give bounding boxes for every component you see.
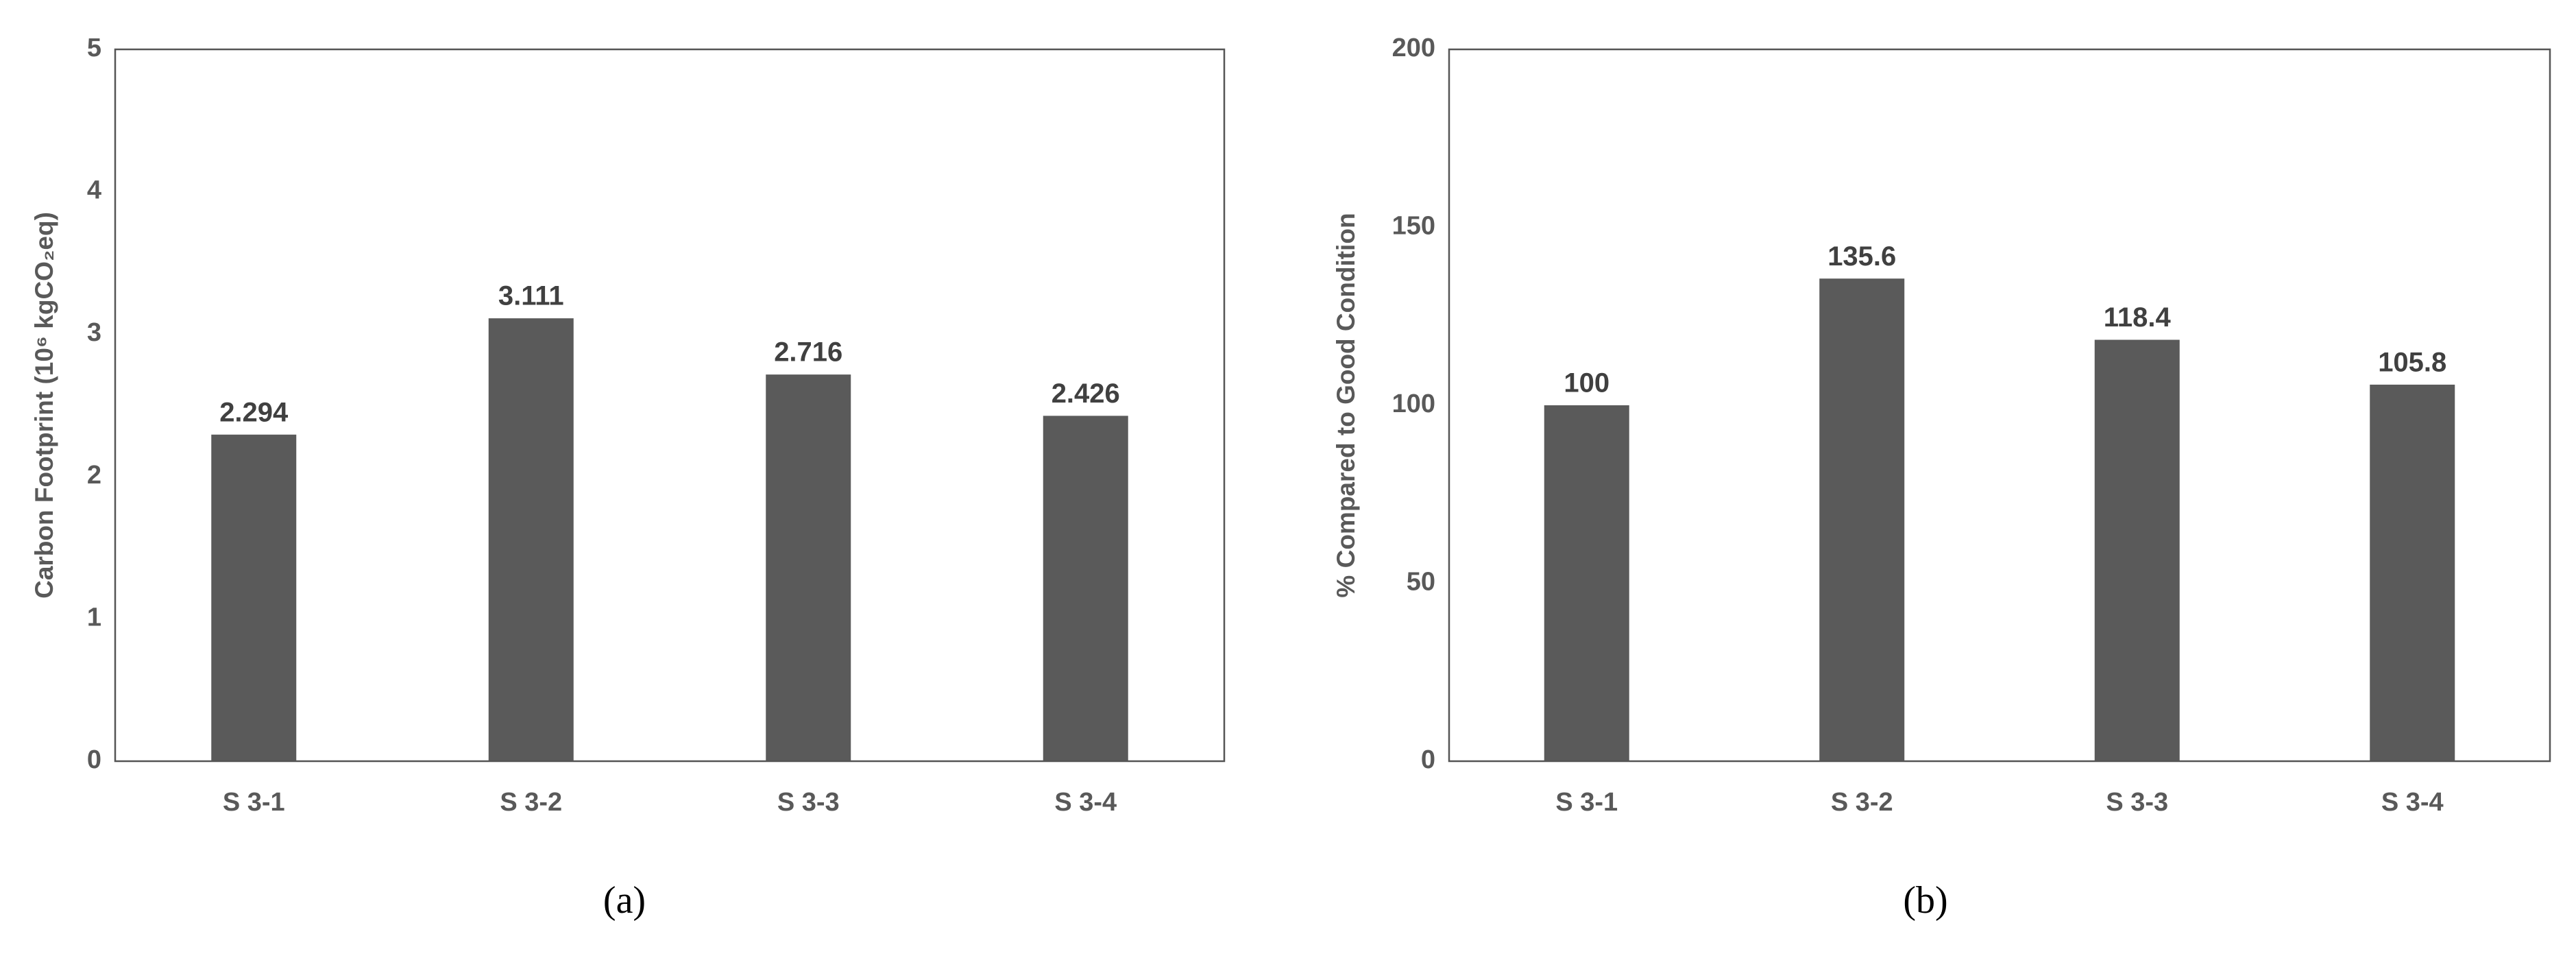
x-tick-label: S 3-1 [1555, 788, 1618, 817]
plot-frame [1448, 48, 2551, 763]
y-tick-label: 3 [87, 318, 101, 347]
value-label: 100 [1564, 368, 1609, 398]
value-label: 105.8 [2378, 347, 2446, 377]
y-tick-label: 5 [87, 34, 101, 62]
value-label: 2.294 [219, 397, 289, 427]
x-tick-label: S 3-1 [223, 788, 285, 817]
y-axis-title: Carbon Footprint (10⁶ kgCO₂eq) [30, 212, 58, 599]
value-label: 2.716 [774, 337, 842, 368]
value-label: 3.111 [498, 281, 564, 311]
y-tick-label: 1 [87, 603, 101, 632]
x-tick-label: S 3-4 [1054, 788, 1117, 817]
bar [211, 434, 297, 761]
caption: (a) [603, 879, 646, 922]
x-tick-label: S 3-4 [2381, 788, 2444, 817]
value-label: 135.6 [1827, 241, 1896, 272]
x-tick-label: S 3-2 [500, 788, 562, 817]
y-tick-label: 2 [87, 461, 101, 490]
plot-frame [114, 48, 1226, 763]
bar [766, 374, 851, 761]
bar [1043, 416, 1128, 761]
bar [1819, 278, 1905, 762]
y-tick-label: 4 [87, 176, 101, 205]
caption: (b) [1903, 879, 1947, 922]
value-label: 2.426 [1052, 379, 1120, 409]
y-tick-label: 0 [87, 745, 101, 774]
bar [2370, 384, 2455, 761]
x-tick-label: S 3-3 [777, 788, 840, 817]
bar [488, 318, 574, 762]
y-tick-label: 100 [1392, 390, 1435, 418]
y-tick-label: 200 [1392, 34, 1435, 62]
y-tick-label: 150 [1392, 212, 1435, 241]
value-label: 118.4 [2104, 302, 2172, 333]
y-axis-title: % Compared to Good Condition [1332, 213, 1360, 597]
x-tick-label: S 3-3 [2106, 788, 2168, 817]
bar [2094, 339, 2180, 761]
y-tick-label: 50 [1407, 568, 1435, 597]
y-tick-label: 0 [1421, 745, 1435, 774]
x-tick-label: S 3-2 [1831, 788, 1893, 817]
bar [1544, 405, 1629, 761]
